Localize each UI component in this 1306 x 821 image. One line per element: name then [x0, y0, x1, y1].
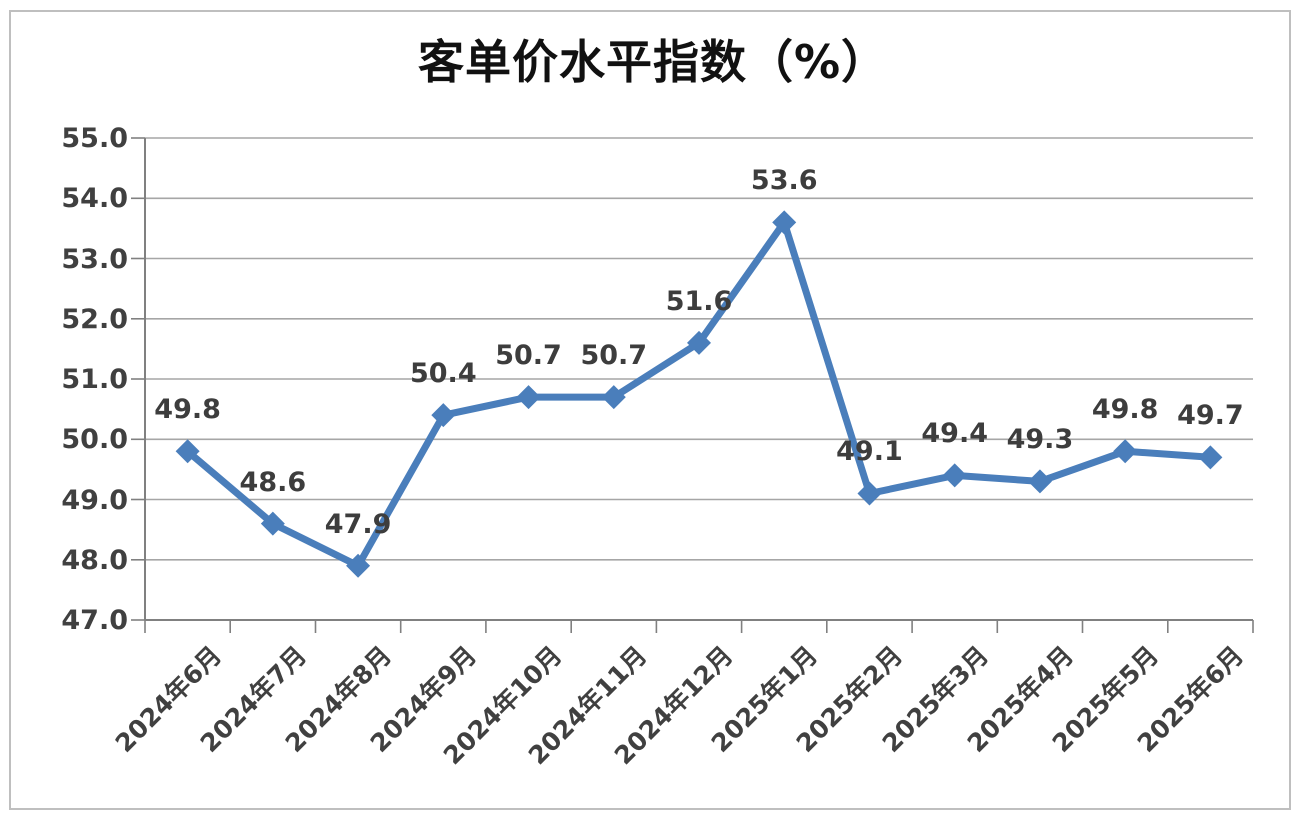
data-point-marker [346, 553, 371, 578]
y-axis-tick-label: 47.0 [61, 605, 128, 636]
data-point-label: 50.4 [409, 358, 477, 390]
data-point-marker [857, 481, 882, 506]
data-point-label: 47.9 [324, 508, 392, 540]
y-axis-tick-label: 51.0 [61, 364, 128, 395]
data-point-marker [1027, 469, 1052, 494]
data-point-marker [431, 403, 456, 428]
data-point-label: 49.8 [154, 394, 221, 426]
data-point-marker [175, 439, 200, 464]
data-point-label: 50.7 [495, 340, 562, 372]
y-axis-tick-label: 54.0 [61, 183, 128, 215]
data-point-label: 49.1 [836, 436, 903, 468]
chart-border-frame [9, 10, 1291, 810]
y-axis-tick-label: 49.0 [61, 484, 128, 516]
chart-title: 客单价水平指数（%） [417, 35, 889, 89]
data-point-label: 49.8 [1091, 394, 1159, 426]
data-point-marker [1113, 439, 1138, 464]
y-axis-tick-label: 52.0 [61, 303, 128, 335]
data-point-label: 51.6 [665, 285, 733, 317]
data-point-marker [942, 463, 967, 488]
y-axis-tick-label: 50.0 [61, 424, 128, 456]
y-axis-tick-label: 48.0 [61, 544, 128, 576]
data-point-label: 48.6 [239, 466, 307, 498]
data-point-marker [772, 210, 797, 235]
data-point-label: 53.6 [750, 165, 818, 197]
data-point-marker [1198, 445, 1223, 470]
data-point-marker [601, 385, 626, 410]
data-point-marker [260, 511, 285, 536]
data-point-label: 49.7 [1177, 400, 1244, 432]
data-point-marker [687, 330, 711, 355]
y-axis-tick-label: 55.0 [61, 123, 128, 154]
data-point-marker [516, 385, 541, 410]
data-point-label: 49.4 [921, 418, 988, 450]
data-point-label: 49.3 [1006, 424, 1074, 456]
data-point-label: 50.7 [580, 340, 648, 372]
y-axis-tick-label: 53.0 [61, 243, 128, 275]
